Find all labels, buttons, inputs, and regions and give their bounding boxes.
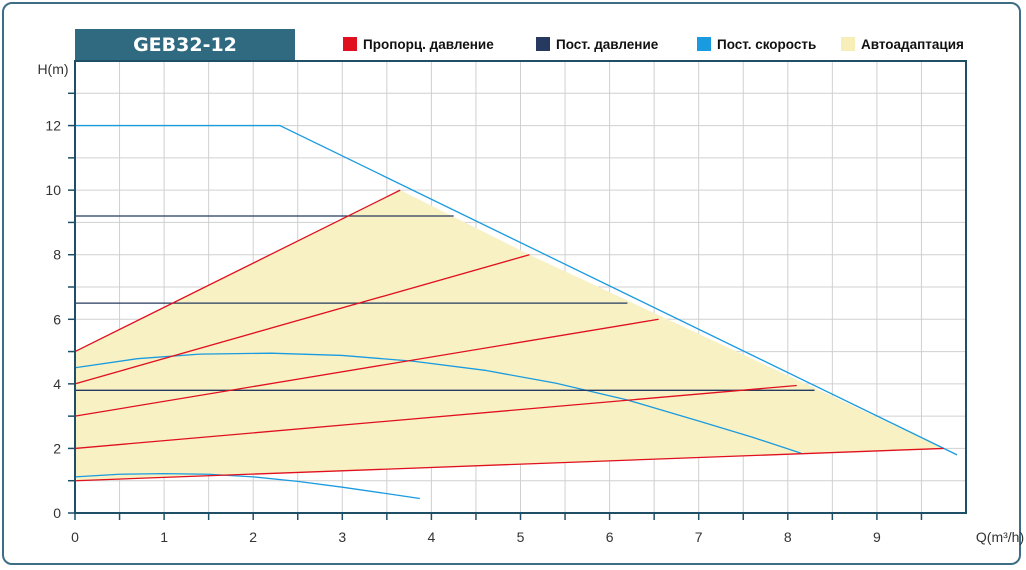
series-line-prop_pressure-10 — [74, 447, 944, 482]
legend-swatch-red — [343, 37, 357, 51]
x-tick-label: 2 — [249, 529, 257, 545]
series-line-prop_pressure-6 — [74, 189, 401, 353]
x-tick-label: 3 — [338, 529, 346, 545]
x-axis-label: Q(m³/h) — [976, 529, 1024, 545]
legend-item-prop-pressure: Пропорц. давление — [343, 35, 494, 53]
legend-item-const-speed: Пост. скорость — [697, 35, 816, 53]
legend-label-const-speed: Пост. скорость — [717, 36, 817, 52]
x-tick-label: 8 — [784, 529, 792, 545]
series-line-const_speed-2 — [74, 472, 420, 500]
legend-swatch-blue — [697, 37, 711, 51]
y-tick-label: 10 — [45, 182, 61, 198]
legend-label-autoadapt: Автоадаптация — [861, 36, 964, 52]
legend-label-prop-pressure: Пропорц. давление — [363, 36, 494, 52]
x-tick-label: 1 — [160, 529, 168, 545]
x-tick-label: 7 — [695, 529, 703, 545]
autoadapt-area — [75, 190, 944, 481]
legend-label-const-pressure: Пост. давление — [556, 36, 659, 52]
series-line-const_speed-1 — [74, 352, 802, 454]
x-tick-label: 5 — [517, 529, 525, 545]
chart-title: GEB32-12 — [75, 29, 295, 61]
y-tick-label: 4 — [53, 376, 61, 392]
y-tick-label: 8 — [53, 247, 61, 263]
legend-swatch-navy — [536, 37, 550, 51]
y-tick-label: 6 — [53, 311, 61, 327]
y-axis-label: H(m) — [37, 61, 68, 77]
y-tick-label: 0 — [53, 505, 61, 521]
x-tick-label: 9 — [873, 529, 881, 545]
legend-item-const-pressure: Пост. давление — [536, 35, 658, 53]
legend-swatch-yellow — [841, 37, 855, 51]
series-line-prop_pressure-7 — [74, 254, 530, 385]
legend-item-autoadapt: Автоадаптация — [841, 35, 964, 53]
x-tick-label: 6 — [606, 529, 614, 545]
y-tick-label: 12 — [45, 118, 61, 134]
x-tick-label: 0 — [71, 529, 79, 545]
series-line-prop_pressure-9 — [74, 384, 797, 450]
x-tick-label: 4 — [428, 529, 436, 545]
series-line-prop_pressure-8 — [74, 318, 659, 417]
y-tick-label: 2 — [53, 440, 61, 456]
series-line-max_speed-0 — [75, 124, 958, 456]
